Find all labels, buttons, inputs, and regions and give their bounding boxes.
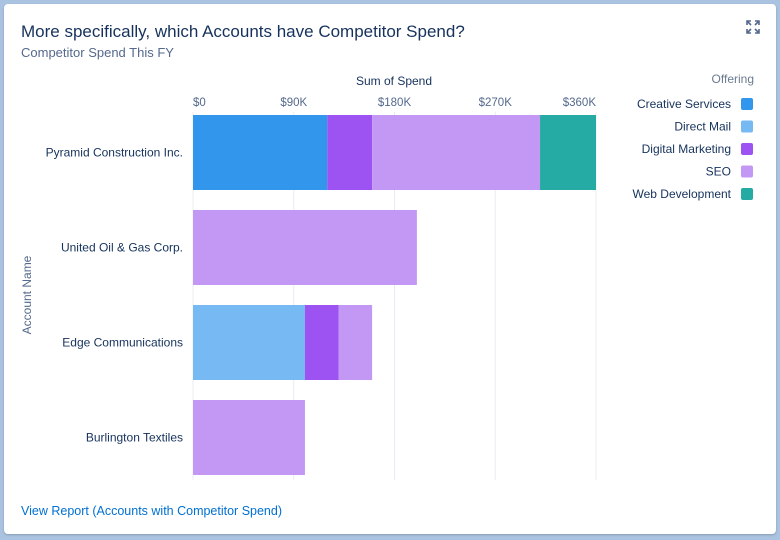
legend-item[interactable]: Web Development (633, 187, 754, 201)
x-tick-label: $0 (193, 97, 206, 109)
expand-icon-glyph (746, 20, 760, 34)
x-tick-label: $180K (378, 97, 412, 109)
bar-segment[interactable] (193, 115, 328, 190)
x-axis-title: Sum of Spend (356, 74, 432, 88)
legend: Creative Services Direct Mail Digital Mark… (633, 97, 754, 201)
legend-item[interactable]: Digital Marketing (642, 142, 753, 156)
bar-segment[interactable] (540, 115, 596, 190)
legend-label: Creative Services (637, 97, 731, 111)
category-label: United Oil & Gas Corp. (61, 241, 183, 255)
legend-item[interactable]: Direct Mail (674, 120, 753, 134)
bar-segment[interactable] (372, 115, 541, 190)
bar-segment[interactable] (327, 115, 373, 190)
card-title: More specifically, which Accounts have C… (21, 22, 465, 41)
legend-item[interactable]: SEO (706, 165, 753, 179)
bar-segment[interactable] (338, 305, 373, 380)
category-label: Burlington Textiles (86, 431, 183, 445)
legend-swatch (741, 98, 753, 110)
expand-icon[interactable] (746, 20, 760, 34)
view-report-link[interactable]: View Report (Accounts with Competitor Sp… (21, 504, 282, 518)
legend-swatch (741, 165, 753, 178)
x-axis-ticks: $0 $90K $180K $270K $360K (193, 97, 596, 109)
bar-segment[interactable] (193, 305, 305, 380)
legend-label: SEO (706, 165, 731, 179)
y-axis-categories: Pyramid Construction Inc. United Oil & Ga… (46, 146, 183, 445)
legend-swatch (741, 120, 753, 133)
x-tick-label: $360K (563, 97, 597, 109)
x-tick-label: $270K (479, 97, 513, 109)
legend-swatch (741, 188, 753, 200)
x-tick-label: $90K (280, 97, 307, 109)
bar-segment[interactable] (304, 305, 339, 380)
bar-segment[interactable] (193, 210, 417, 285)
legend-label: Direct Mail (674, 120, 731, 134)
bars (193, 115, 596, 475)
card-subtitle: Competitor Spend This FY (21, 45, 174, 60)
category-label: Pyramid Construction Inc. (46, 146, 183, 160)
legend-swatch (741, 143, 753, 155)
bar-segment[interactable] (193, 400, 305, 475)
legend-item[interactable]: Creative Services (637, 97, 753, 111)
category-label: Edge Communications (62, 336, 183, 350)
legend-title: Offering (712, 72, 754, 86)
y-axis-title: Account Name (20, 255, 34, 334)
legend-label: Digital Marketing (642, 142, 731, 156)
legend-label: Web Development (633, 187, 732, 201)
